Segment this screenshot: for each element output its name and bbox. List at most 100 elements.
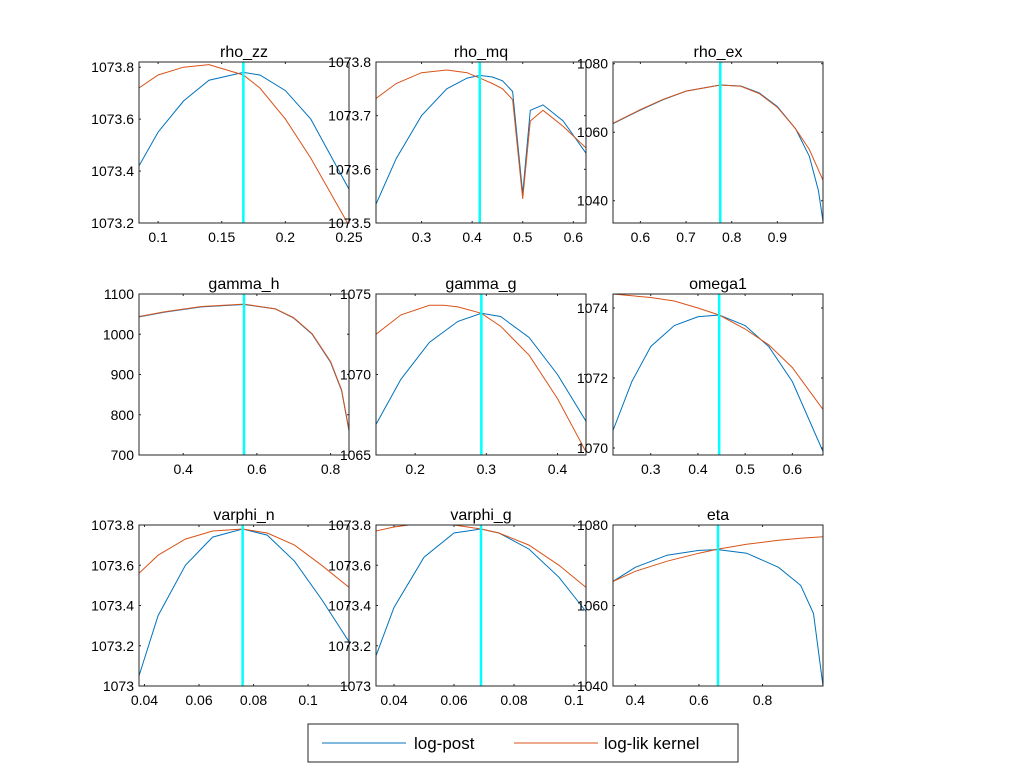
- y-tick-label: 1080: [577, 517, 608, 533]
- subplot-title: omega1: [689, 276, 747, 293]
- y-tick-label: 1070: [577, 440, 608, 456]
- x-tick-label: 0.08: [500, 692, 527, 708]
- axes-box: [138, 61, 350, 224]
- x-tick-label: 0.1: [564, 692, 584, 708]
- y-tick-label: 1080: [577, 56, 608, 72]
- subplot-rho-ex: 0.6 0.7 0.8 0.9 1040 1060 1080 rho_ex: [577, 44, 824, 245]
- series-line-log-lik-kernel: [613, 294, 823, 410]
- subplot-title: varphi_n: [213, 507, 274, 524]
- y-tick-label: 1074: [577, 300, 608, 316]
- x-tick-label: 0.15: [208, 229, 235, 245]
- subplot-title: rho_zz: [220, 44, 268, 61]
- y-tick-label: 1072: [577, 370, 608, 386]
- x-tick-label: 0.6: [631, 229, 651, 245]
- y-tick-label: 1073: [103, 678, 134, 694]
- subplot-rho-mq: 0.3 0.4 0.5 0.6 1073.5 1073.6 1073.7 1073.8 rho_…: [328, 44, 587, 245]
- y-tick-label: 1040: [577, 678, 608, 694]
- series-line-log-post: [376, 74, 586, 205]
- y-tick-label: 1000: [103, 326, 134, 342]
- legend-label-log-post: log-post: [414, 734, 475, 753]
- plot-area: [613, 62, 823, 223]
- y-tick-label: 1073.6: [91, 557, 134, 573]
- subplot-title: gamma_h: [208, 276, 279, 293]
- x-tick-label: 0.9: [768, 229, 788, 245]
- y-tick-label: 1040: [577, 193, 608, 209]
- y-tick-label: 1073.7: [328, 108, 371, 124]
- y-tick-label: 1075: [340, 286, 371, 302]
- subplot-varphi-g: 0.04 0.06 0.08 0.1 1073 1073.2 1073.4 1073.6 107…: [328, 507, 587, 708]
- y-tick-label: 1073.6: [328, 557, 371, 573]
- x-tick-label: 0.8: [722, 229, 742, 245]
- y-tick-label: 700: [111, 447, 135, 463]
- series-line-log-post: [613, 549, 823, 686]
- x-tick-label: 0.06: [185, 692, 212, 708]
- axes-box: [375, 61, 587, 224]
- plot-area: [376, 62, 586, 223]
- series-line-log-lik-kernel: [376, 304, 586, 453]
- y-tick-label: 1073.6: [91, 111, 134, 127]
- x-tick-label: 0.4: [626, 692, 646, 708]
- legend: log-post log-lik kernel: [307, 723, 739, 763]
- subplot-title: rho_ex: [694, 44, 743, 61]
- axes-box: [612, 293, 824, 456]
- x-tick-label: 0.4: [688, 461, 708, 477]
- x-tick-label: 0.06: [440, 692, 467, 708]
- subplot-title: rho_mq: [454, 44, 508, 61]
- y-tick-label: 1060: [577, 598, 608, 614]
- x-tick-label: 0.3: [477, 461, 497, 477]
- y-tick-label: 1073.4: [328, 598, 371, 614]
- x-tick-label: 0.6: [564, 229, 584, 245]
- y-tick-label: 800: [111, 407, 135, 423]
- legend-label-log-lik-kernel: log-lik kernel: [604, 734, 699, 753]
- y-tick-label: 1073.2: [91, 215, 134, 231]
- y-tick-label: 1070: [340, 367, 371, 383]
- x-tick-label: 0.08: [240, 692, 267, 708]
- x-tick-label: 0.7: [676, 229, 696, 245]
- subplot-gamma-h: 0.4 0.6 0.8 700 800 900 1000 1100 gamma_h: [103, 276, 350, 477]
- x-tick-label: 0.04: [380, 692, 407, 708]
- series-line-log-lik-kernel: [376, 69, 586, 199]
- x-tick-label: 0.04: [131, 692, 158, 708]
- y-tick-label: 1073.8: [328, 517, 371, 533]
- series-line-log-lik-kernel: [139, 303, 349, 431]
- x-tick-label: 0.6: [689, 692, 709, 708]
- plot-area: [139, 525, 349, 686]
- y-tick-label: 1073.8: [91, 517, 134, 533]
- y-tick-label: 1073: [340, 678, 371, 694]
- x-tick-label: 0.1: [148, 229, 168, 245]
- x-tick-label: 0.5: [735, 461, 755, 477]
- series-line-log-lik-kernel: [613, 84, 823, 181]
- subplot-eta: 0.4 0.6 0.8 1040 1060 1080 eta: [577, 507, 824, 708]
- x-tick-label: 0.8: [321, 461, 341, 477]
- y-tick-label: 1065: [340, 447, 371, 463]
- x-tick-label: 0.25: [335, 229, 362, 245]
- series-line-log-lik-kernel: [376, 525, 586, 588]
- subplot-title: gamma_g: [445, 276, 516, 293]
- x-tick-label: 0.1: [298, 692, 318, 708]
- subplot-gamma-g: 0.2 0.3 0.4 1065 1070 1075 gamma_g: [340, 276, 587, 477]
- y-tick-label: 1073.2: [91, 638, 134, 654]
- y-tick-label: 1073.5: [328, 215, 371, 231]
- subplot-varphi-n: 0.04 0.06 0.08 0.1 1073 1073.2 1073.4 1073.6 107…: [91, 507, 350, 708]
- y-tick-label: 1100: [104, 286, 134, 302]
- subplot-omega1: 0.3 0.4 0.5 0.6 1070 1072 1074 omega1: [577, 276, 824, 477]
- x-tick-label: 0.3: [412, 229, 432, 245]
- y-tick-label: 1073.4: [91, 598, 134, 614]
- x-tick-label: 0.5: [513, 229, 533, 245]
- x-tick-label: 0.2: [405, 461, 425, 477]
- subplot-rho-zz: 0.1 0.15 0.2 0.25 1073.2 1073.4 1073.6 1073.8 rh…: [91, 44, 363, 245]
- y-tick-label: 1073.2: [328, 638, 371, 654]
- subplot-grid: 0.1 0.15 0.2 0.25 1073.2 1073.4 1073.6 1073.8 rh…: [91, 44, 824, 708]
- y-tick-label: 1060: [577, 124, 608, 140]
- x-tick-label: 0.3: [641, 461, 661, 477]
- x-tick-label: 0.8: [753, 692, 773, 708]
- y-tick-label: 1073.6: [328, 161, 371, 177]
- x-tick-label: 0.4: [462, 229, 482, 245]
- y-tick-label: 1073.8: [328, 54, 371, 70]
- x-tick-label: 0.4: [173, 461, 193, 477]
- x-tick-label: 0.2: [276, 229, 296, 245]
- series-line-log-post: [613, 314, 823, 452]
- x-tick-label: 0.6: [783, 461, 803, 477]
- y-tick-label: 900: [111, 367, 135, 383]
